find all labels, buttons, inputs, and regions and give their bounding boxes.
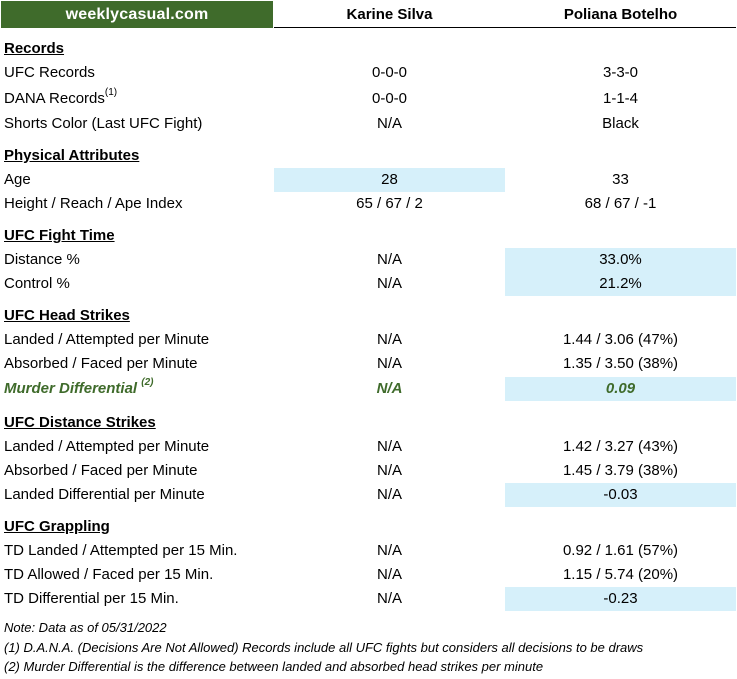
section-title: UFC Distance Strikes <box>4 414 156 431</box>
row-label: Control % <box>4 275 70 292</box>
fighter-1-value: 28 <box>274 168 505 192</box>
fighter-1-value: 65 / 67 / 2 <box>356 195 423 212</box>
row-label: Shorts Color (Last UFC Fight) <box>4 115 203 132</box>
table-row-murder-differential: Murder Differential (2) N/A 0.09 <box>0 377 737 401</box>
table-row: Absorbed / Faced per Minute N/A 1.45 / 3… <box>0 459 737 483</box>
section-ufc-grappling: UFC Grappling <box>0 515 737 539</box>
fighter-2-name: Poliana Botelho <box>505 1 736 28</box>
fighter-2-value: 1-1-4 <box>602 90 639 107</box>
row-label: Absorbed / Faced per Minute <box>4 355 198 372</box>
fighter-2-value: -0.03 <box>505 483 736 507</box>
fighter-2-value: 1.15 / 5.74 (20%) <box>562 566 679 583</box>
fighter-2-value: 3-3-0 <box>602 64 639 81</box>
fighter-2-value: 33.0% <box>505 248 736 272</box>
table-row: TD Allowed / Faced per 15 Min. N/A 1.15 … <box>0 563 737 587</box>
fighter-1-value: N/A <box>376 115 402 132</box>
fighter-1-value: N/A <box>376 462 402 479</box>
row-label: Age <box>4 171 31 188</box>
table-row: Age 28 33 <box>0 168 737 192</box>
fighter-2-value: 1.42 / 3.27 (43%) <box>562 438 679 455</box>
section-title: UFC Fight Time <box>4 227 115 244</box>
fighter-2-value: 21.2% <box>505 272 736 296</box>
section-title: UFC Head Strikes <box>4 307 130 324</box>
section-records: Records <box>0 37 737 61</box>
fighter-2-value: -0.23 <box>505 587 736 611</box>
section-title: Physical Attributes <box>4 147 140 164</box>
section-physical-attributes: Physical Attributes <box>0 144 737 168</box>
table-row: TD Differential per 15 Min. N/A -0.23 <box>0 587 737 611</box>
section-title: UFC Grappling <box>4 518 110 535</box>
fighter-1-value: 0-0-0 <box>371 64 408 81</box>
fighter-1-value: 0-0-0 <box>371 90 408 107</box>
fighter-1-value: N/A <box>376 486 402 503</box>
row-label: DANA Records(1) <box>4 87 118 108</box>
fighter-1-value: N/A <box>376 542 402 559</box>
footnote-ref: (1) <box>104 87 118 98</box>
table-row: Shorts Color (Last UFC Fight) N/A Black <box>0 112 737 136</box>
row-label: UFC Records <box>4 64 95 81</box>
fighter-1-value: N/A <box>376 355 402 372</box>
row-label: TD Landed / Attempted per 15 Min. <box>4 542 238 559</box>
site-brand: weeklycasual.com <box>1 1 273 28</box>
row-label: TD Differential per 15 Min. <box>4 590 179 607</box>
row-label: Landed Differential per Minute <box>4 486 205 503</box>
section-title: Records <box>4 40 65 57</box>
table-row: Landed Differential per Minute N/A -0.03 <box>0 483 737 507</box>
table-row: Landed / Attempted per Minute N/A 1.42 /… <box>0 435 737 459</box>
fighter-1-value: N/A <box>376 438 402 455</box>
fighter-1-value: N/A <box>376 275 402 292</box>
fighter-2-value: 1.45 / 3.79 (38%) <box>562 462 679 479</box>
footnote-1: (1) D.A.N.A. (Decisions Are Not Allowed)… <box>4 640 644 655</box>
table-row: TD Landed / Attempted per 15 Min. N/A 0.… <box>0 539 737 563</box>
row-label: Murder Differential (2) <box>4 377 154 398</box>
fighter-1-value: N/A <box>376 331 402 348</box>
fighter-2-value: 1.44 / 3.06 (47%) <box>562 331 679 348</box>
table-row: Height / Reach / Ape Index 65 / 67 / 2 6… <box>0 192 737 216</box>
row-label: Absorbed / Faced per Minute <box>4 462 198 479</box>
row-label: Landed / Attempted per Minute <box>4 438 210 455</box>
row-label: Distance % <box>4 251 80 268</box>
row-label: TD Allowed / Faced per 15 Min. <box>4 566 214 583</box>
fighter-2-value: Black <box>602 115 639 132</box>
fighter-2-value: 33 <box>612 171 629 188</box>
section-ufc-distance-strikes: UFC Distance Strikes <box>0 411 737 435</box>
fighter-2-value: 0.09 <box>505 377 736 401</box>
table-row: Landed / Attempted per Minute N/A 1.44 /… <box>0 328 737 352</box>
fighter-1-value: N/A <box>376 566 402 583</box>
row-label: Landed / Attempted per Minute <box>4 331 210 348</box>
table-row: DANA Records(1) 0-0-0 1-1-4 <box>0 87 737 111</box>
table-row: UFC Records 0-0-0 3-3-0 <box>0 61 737 85</box>
fighter-1-name: Karine Silva <box>274 1 505 28</box>
fighter-2-value: 1.35 / 3.50 (38%) <box>562 355 679 372</box>
footnote-2: (2) Murder Differential is the differenc… <box>4 659 544 674</box>
fighter-1-value: N/A <box>376 590 402 607</box>
fighter-1-value: N/A <box>376 380 403 397</box>
fighter-1-value: N/A <box>376 251 402 268</box>
fighter-2-value: 68 / 67 / -1 <box>584 195 657 212</box>
table-row: Control % N/A 21.2% <box>0 272 737 296</box>
section-ufc-fight-time: UFC Fight Time <box>0 224 737 248</box>
footnote-ref: (2) <box>141 377 154 388</box>
table-row: Distance % N/A 33.0% <box>0 248 737 272</box>
data-date-note: Note: Data as of 05/31/2022 <box>4 620 167 635</box>
fighter-2-value: 0.92 / 1.61 (57%) <box>562 542 679 559</box>
row-label: Height / Reach / Ape Index <box>4 195 183 212</box>
table-row: Absorbed / Faced per Minute N/A 1.35 / 3… <box>0 352 737 376</box>
section-ufc-head-strikes: UFC Head Strikes <box>0 304 737 328</box>
